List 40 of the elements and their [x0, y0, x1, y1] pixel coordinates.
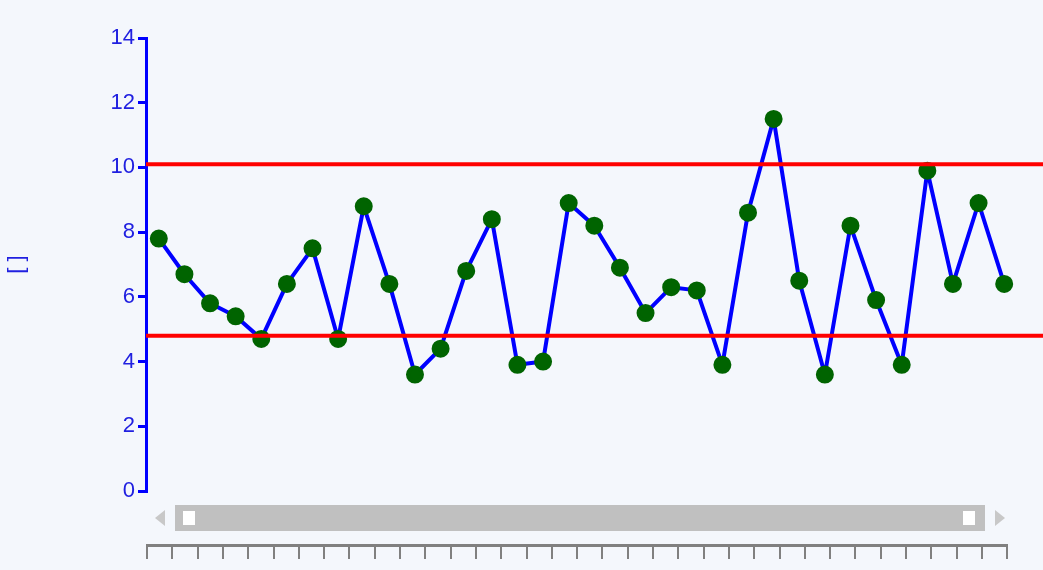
point [175, 265, 194, 284]
point [559, 194, 578, 213]
y-axis-title: [ ] [3, 255, 29, 274]
point [687, 281, 706, 300]
point [790, 271, 809, 290]
y-tick-label: 2 [122, 412, 135, 438]
point [739, 203, 758, 222]
point [764, 109, 783, 128]
point [149, 229, 168, 248]
point [277, 274, 296, 293]
y-tick-label: 0 [122, 477, 135, 503]
point [713, 355, 732, 374]
point [431, 339, 450, 358]
point [482, 210, 501, 229]
point [457, 261, 476, 280]
point [405, 365, 424, 384]
point [969, 194, 988, 213]
point [534, 352, 553, 371]
point [995, 274, 1014, 293]
y-tick-label: 4 [122, 347, 135, 373]
point [610, 258, 629, 277]
y-tick-label: 6 [122, 282, 135, 308]
y-tick-label: 10 [110, 153, 135, 179]
y-tick-label: 12 [110, 88, 135, 114]
point [636, 304, 655, 323]
point [226, 307, 245, 326]
point [841, 216, 860, 235]
point [815, 365, 834, 384]
y-tick-label: 14 [110, 24, 135, 50]
point [201, 294, 220, 313]
point [867, 291, 886, 310]
point [303, 239, 322, 258]
point [508, 355, 527, 374]
y-tick-label: 8 [122, 218, 135, 244]
point [943, 274, 962, 293]
point [585, 216, 604, 235]
point [892, 355, 911, 374]
point [662, 278, 681, 297]
point [354, 197, 373, 216]
point [380, 274, 399, 293]
